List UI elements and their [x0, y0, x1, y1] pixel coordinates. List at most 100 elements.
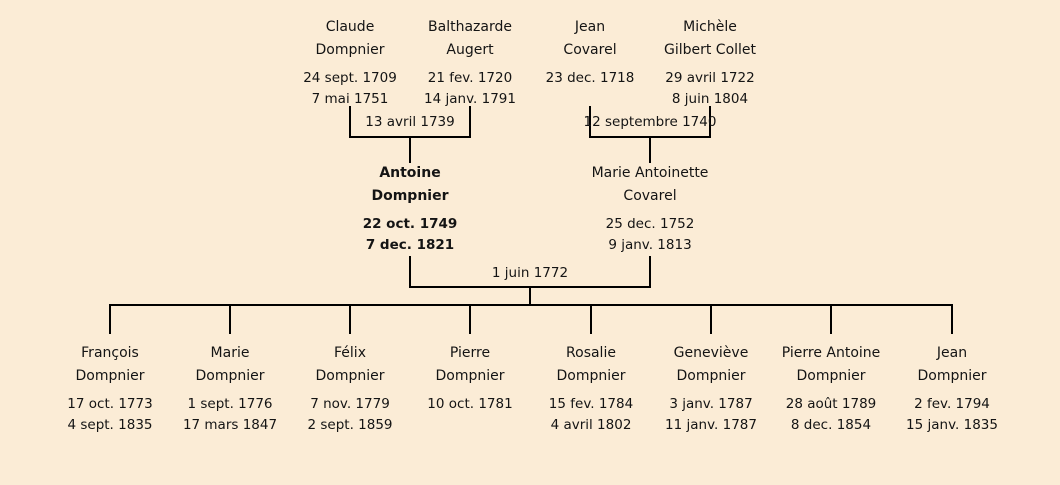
- person-name: Geneviève Dompnier: [665, 342, 757, 388]
- first-name: Geneviève: [673, 345, 749, 361]
- person-marie-dompnier: Marie Dompnier 1 sept. 1776 17 mars 1847: [183, 342, 277, 436]
- last-name: Dompnier: [195, 368, 265, 384]
- death-date: 9 janv. 1813: [608, 237, 692, 253]
- marriage-date-label: 12 septembre 1740: [583, 114, 717, 130]
- death-date: 7 dec. 1821: [365, 237, 455, 253]
- person-dates: 10 oct. 1781: [427, 394, 512, 415]
- connector-line: [409, 136, 411, 163]
- birth-date: 10 oct. 1781: [427, 396, 513, 412]
- first-name: Pierre: [449, 345, 491, 361]
- connector-line: [951, 304, 953, 334]
- connector-line: [649, 256, 651, 288]
- first-name: Claude: [325, 19, 375, 35]
- first-name: François: [81, 345, 139, 361]
- person-dates: 25 dec. 1752 9 janv. 1813: [592, 214, 709, 256]
- person-antoine-dompnier: Antoine Dompnier 22 oct. 1749 7 dec. 182…: [363, 162, 458, 256]
- connector-line: [710, 304, 712, 334]
- death-date: 14 janv. 1791: [424, 91, 516, 107]
- first-name: Jean: [936, 345, 968, 361]
- death-date: 17 mars 1847: [182, 417, 278, 433]
- last-name: Dompnier: [371, 188, 449, 204]
- connector-line: [649, 136, 651, 163]
- person-jean-covarel: Jean Covarel 23 dec. 1718: [546, 16, 635, 89]
- birth-date: 3 janv. 1787: [669, 396, 753, 412]
- first-name: Félix: [334, 345, 366, 361]
- person-dates: 3 janv. 1787 11 janv. 1787: [665, 394, 757, 436]
- last-name: Dompnier: [556, 368, 626, 384]
- person-michele-gilbert-collet: Michèle Gilbert Collet 29 avril 1722 8 j…: [664, 16, 756, 110]
- marriage-date-label: 13 avril 1739: [365, 114, 455, 130]
- death-date: 7 mai 1751: [311, 91, 389, 107]
- last-name: Dompnier: [796, 368, 866, 384]
- death-date: 2 sept. 1859: [307, 417, 393, 433]
- person-rosalie-dompnier: Rosalie Dompnier 15 fev. 1784 4 avril 18…: [549, 342, 633, 436]
- connector-line: [590, 304, 592, 334]
- person-name: François Dompnier: [67, 342, 152, 388]
- death-date: 8 juin 1804: [671, 91, 749, 107]
- person-name: Pierre Dompnier: [427, 342, 512, 388]
- person-dates: 17 oct. 1773 4 sept. 1835: [67, 394, 152, 436]
- last-name: Dompnier: [917, 368, 987, 384]
- first-name: Antoine: [379, 165, 441, 181]
- connector-line: [589, 106, 591, 138]
- death-date: 15 janv. 1835: [906, 417, 998, 433]
- first-name: Jean: [574, 19, 606, 35]
- connector-line: [529, 286, 531, 306]
- person-dates: 15 fev. 1784 4 avril 1802: [549, 394, 633, 436]
- birth-date: 23 dec. 1718: [545, 70, 635, 86]
- last-name: Gilbert Collet: [663, 42, 757, 58]
- birth-date: 15 fev. 1784: [548, 396, 634, 412]
- connector-line: [229, 304, 231, 334]
- marriage-date-label: 1 juin 1772: [491, 265, 569, 281]
- person-dates: 7 nov. 1779 2 sept. 1859: [307, 394, 392, 436]
- person-name: Marie Dompnier: [183, 342, 277, 388]
- first-name: Marie Antoinette: [591, 165, 709, 181]
- person-francois-dompnier: François Dompnier 17 oct. 1773 4 sept. 1…: [67, 342, 152, 436]
- person-genevieve-dompnier: Geneviève Dompnier 3 janv. 1787 11 janv.…: [665, 342, 757, 436]
- connector-line: [349, 304, 351, 334]
- first-name: Pierre Antoine: [781, 345, 881, 361]
- connector-line: [469, 106, 471, 138]
- person-dates: 21 fev. 1720 14 janv. 1791: [424, 68, 516, 110]
- person-name: Michèle Gilbert Collet: [664, 16, 756, 62]
- last-name: Dompnier: [315, 42, 385, 58]
- last-name: Covarel: [563, 42, 617, 58]
- connector-line: [830, 304, 832, 334]
- last-name: Dompnier: [315, 368, 385, 384]
- person-balthazarde-augert: Balthazarde Augert 21 fev. 1720 14 janv.…: [424, 16, 516, 110]
- birth-date: 21 fev. 1720: [427, 70, 513, 86]
- birth-date: 1 sept. 1776: [187, 396, 273, 412]
- person-dates: 2 fev. 1794 15 janv. 1835: [906, 394, 998, 436]
- last-name: Covarel: [623, 188, 677, 204]
- first-name: Balthazarde: [428, 19, 512, 35]
- person-name: Claude Dompnier: [303, 16, 397, 62]
- person-name: Antoine Dompnier: [363, 162, 458, 208]
- person-dates: 23 dec. 1718: [546, 68, 635, 89]
- birth-date: 25 dec. 1752: [605, 216, 695, 232]
- person-dates: 28 août 1789 8 dec. 1854: [782, 394, 881, 436]
- birth-date: 22 oct. 1749: [362, 216, 458, 232]
- person-marie-antoinette-covarel: Marie Antoinette Covarel 25 dec. 1752 9 …: [592, 162, 709, 256]
- connector-line: [409, 256, 411, 288]
- first-name: Michèle: [683, 19, 737, 35]
- person-felix-dompnier: Félix Dompnier 7 nov. 1779 2 sept. 1859: [307, 342, 392, 436]
- birth-date: 2 fev. 1794: [914, 396, 990, 412]
- connector-line: [349, 106, 351, 138]
- person-name: Balthazarde Augert: [424, 16, 516, 62]
- person-pierre-dompnier: Pierre Dompnier 10 oct. 1781: [427, 342, 512, 415]
- person-name: Félix Dompnier: [307, 342, 392, 388]
- person-name: Rosalie Dompnier: [549, 342, 633, 388]
- death-date: 8 dec. 1854: [790, 417, 872, 433]
- birth-date: 28 août 1789: [785, 396, 877, 412]
- person-pierre-antoine-dompnier: Pierre Antoine Dompnier 28 août 1789 8 d…: [782, 342, 881, 436]
- person-dates: 1 sept. 1776 17 mars 1847: [183, 394, 277, 436]
- last-name: Dompnier: [676, 368, 746, 384]
- death-date: 11 janv. 1787: [665, 417, 757, 433]
- sibling-rail-line: [109, 304, 953, 306]
- person-jean-dompnier: Jean Dompnier 2 fev. 1794 15 janv. 1835: [906, 342, 998, 436]
- person-name: Jean Covarel: [546, 16, 635, 62]
- birth-date: 17 oct. 1773: [67, 396, 153, 412]
- person-claude-dompnier: Claude Dompnier 24 sept. 1709 7 mai 1751: [303, 16, 397, 110]
- death-date: 4 sept. 1835: [67, 417, 153, 433]
